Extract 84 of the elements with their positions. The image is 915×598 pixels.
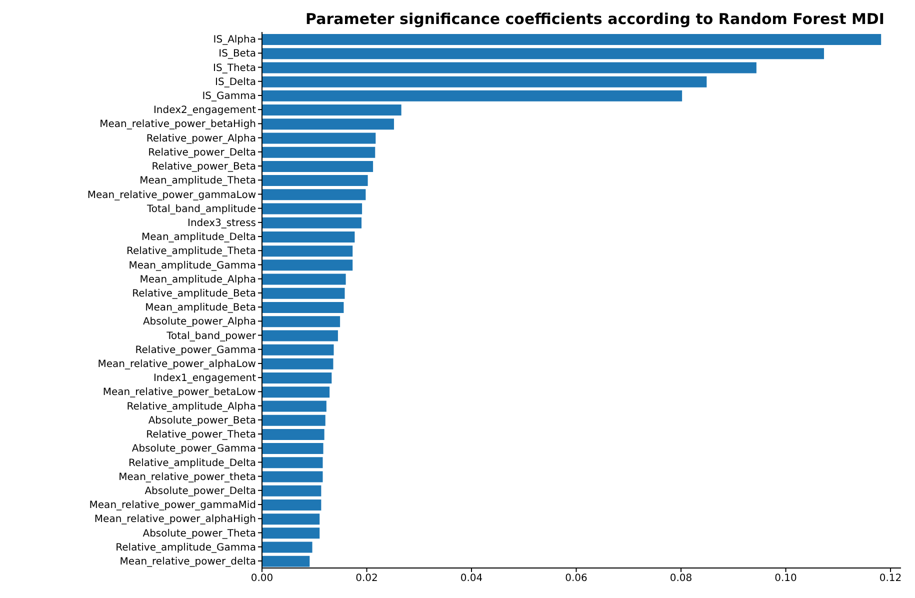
bar — [262, 90, 682, 102]
y-tick-label: Absolute_power_Delta — [144, 486, 256, 497]
x-tick-label: 0.12 — [879, 573, 902, 584]
y-tick-label: Mean_relative_power_alphaLow — [98, 359, 256, 370]
bar — [262, 48, 824, 60]
x-tick-label: 0.08 — [670, 573, 692, 584]
bar — [262, 118, 394, 130]
y-tick-label: Index3_stress — [188, 218, 256, 229]
y-tick-label: IS_Delta — [215, 76, 256, 88]
chart-title: Parameter significance coefficients according to Random Forest MDI — [304, 9, 886, 30]
x-tick-label: 0.02 — [356, 573, 378, 584]
bar — [262, 499, 322, 510]
x-tick-label: 0.10 — [774, 573, 797, 584]
bar — [262, 372, 332, 384]
y-tick-label: Relative_power_Delta — [148, 147, 256, 158]
y-tick-label: IS_Gamma — [202, 91, 256, 102]
y-tick-label: Relative_amplitude_Delta — [128, 458, 256, 469]
y-tick-label: IS_Alpha — [213, 34, 256, 46]
y-tick-label: Mean_relative_power_alphaHigh — [94, 514, 256, 526]
bar — [262, 414, 326, 426]
bar — [262, 302, 344, 313]
bar — [262, 34, 882, 45]
bar — [262, 203, 362, 214]
bar — [262, 358, 334, 370]
bar — [262, 246, 353, 257]
x-tick-label: 0.04 — [460, 573, 483, 584]
bar — [262, 146, 376, 158]
y-tick-label: Total_band_amplitude — [146, 204, 256, 215]
y-tick-label: Relative_amplitude_Alpha — [126, 401, 256, 412]
y-tick-label: IS_Theta — [213, 62, 256, 74]
y-tick-label: Mean_relative_power_gammaMid — [89, 500, 256, 512]
y-tick-label: Relative_power_Beta — [152, 162, 256, 173]
bar — [262, 132, 376, 144]
y-tick-label: Relative_amplitude_Gamma — [116, 542, 256, 554]
bar — [262, 471, 323, 482]
bar — [262, 400, 326, 412]
bar — [262, 514, 320, 525]
y-tick-label: Mean_amplitude_Gamma — [128, 260, 256, 272]
y-tick-label: Mean_amplitude_Beta — [145, 302, 256, 314]
y-tick-label: Relative_power_Gamma — [135, 344, 256, 356]
bar — [262, 428, 324, 440]
y-tick-label: Absolute_power_Beta — [148, 415, 256, 426]
y-tick-label: Relative_amplitude_Theta — [126, 246, 256, 258]
y-tick-label: IS_Beta — [218, 48, 256, 60]
bar — [262, 386, 330, 398]
x-tick-label: 0.00 — [250, 573, 274, 584]
y-tick-label: Mean_amplitude_Theta — [140, 176, 256, 187]
bar — [262, 542, 312, 553]
bar — [262, 217, 362, 228]
bar — [262, 485, 322, 496]
y-tick-label: Relative_power_Theta — [146, 430, 256, 441]
bar — [262, 76, 707, 88]
bar — [262, 189, 366, 200]
bar — [262, 316, 340, 328]
y-tick-label: Mean_relative_power_betaLow — [102, 387, 256, 398]
y-tick-label: Mean_relative_power_betaHigh — [100, 119, 256, 130]
bar — [262, 231, 355, 242]
y-tick-label: Mean_amplitude_Delta — [142, 232, 256, 244]
y-tick-label: Total_band_power — [166, 330, 257, 342]
y-tick-label: Mean_amplitude_Alpha — [140, 274, 256, 286]
bar — [262, 175, 368, 186]
y-tick-label: Relative_amplitude_Beta — [132, 288, 256, 300]
bar — [262, 288, 345, 299]
y-tick-label: Mean_relative_power_gammaLow — [87, 190, 256, 201]
y-tick-label: Relative_power_Alpha — [146, 133, 256, 144]
y-tick-label: Absolute_power_Theta — [142, 528, 256, 540]
y-tick-label: Mean_relative_power_theta — [118, 472, 256, 483]
bar — [262, 160, 374, 172]
x-tick-label: 0.06 — [565, 573, 588, 584]
bar — [262, 330, 338, 342]
bar — [262, 556, 310, 567]
y-tick-label: Mean_relative_power_delta — [120, 556, 256, 568]
y-tick-label: Absolute_power_Alpha — [142, 316, 256, 328]
bar — [262, 274, 346, 285]
bar — [262, 260, 353, 271]
bar — [262, 457, 323, 468]
bar — [262, 528, 320, 539]
bar — [262, 443, 324, 454]
y-tick-label: Index1_engagement — [153, 373, 256, 384]
y-tick-label: Index2_engagement — [153, 105, 256, 116]
bar — [262, 344, 334, 356]
bar — [262, 62, 756, 74]
y-tick-label: Absolute_power_Gamma — [132, 444, 256, 455]
bar — [262, 104, 402, 116]
